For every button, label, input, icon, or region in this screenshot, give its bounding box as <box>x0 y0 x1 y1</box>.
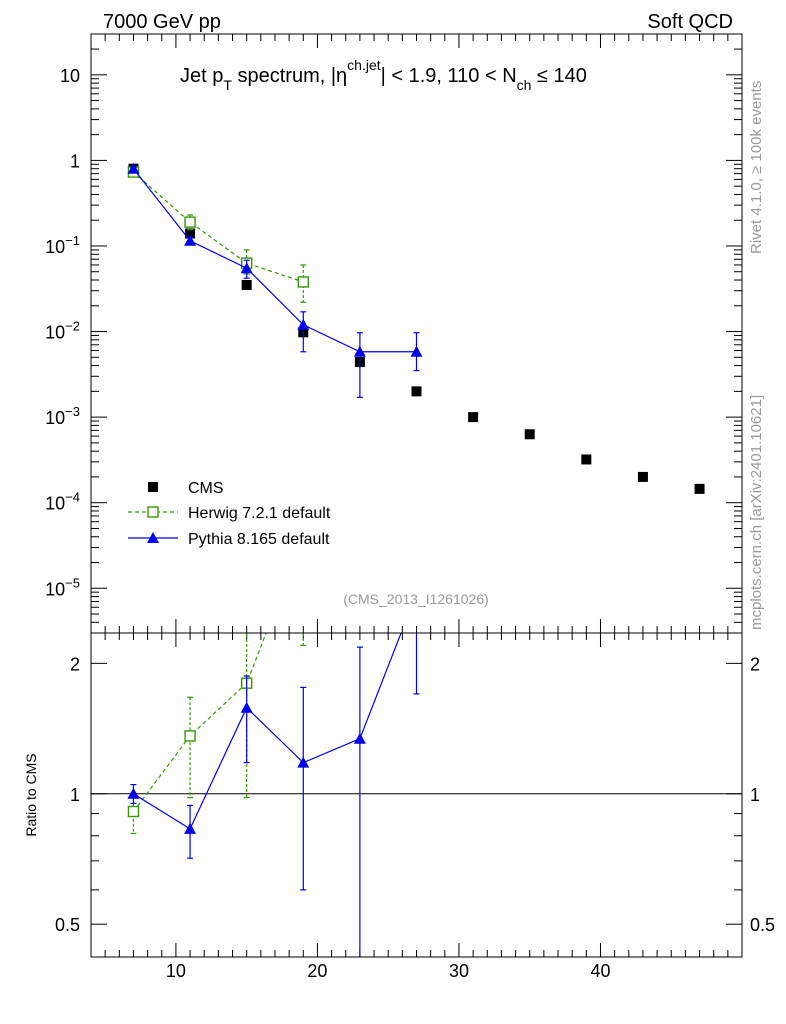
main-axis-ticks <box>91 33 742 634</box>
legend-cms-marker <box>148 482 158 492</box>
legend: CMS Herwig 7.2.1 default Pythia 8.165 de… <box>128 480 331 548</box>
main-data-point <box>524 429 535 440</box>
side-text-bottom: mcplots.cern.ch [arXiv:2401.10621] <box>748 395 765 630</box>
watermark: (CMS_2013_I1261026) <box>343 591 489 607</box>
main-pythia-point <box>297 318 310 330</box>
main-herwig-point <box>297 276 309 288</box>
main-data-point <box>185 228 196 239</box>
main-data-point <box>411 386 422 397</box>
main-data-point <box>581 454 592 465</box>
title-tail: ≤ 140 <box>531 65 586 87</box>
ratio-ytick-label-right: 0.5 <box>750 915 775 935</box>
ratio-xtick-label: 10 <box>166 961 186 981</box>
main-data-point <box>241 279 252 290</box>
ratio-ytick-labels: 0.5 0.5 1 1 2 2 <box>55 654 775 935</box>
legend-herwig-marker <box>147 506 159 518</box>
main-data-marks <box>127 162 705 494</box>
ratio-ytick-label-left: 0.5 <box>55 915 80 935</box>
main-herwig-line <box>133 171 304 283</box>
main-data-point <box>694 483 705 494</box>
main-ytick-label: 10−2 <box>45 319 80 343</box>
ratio-pythia-point <box>353 732 366 744</box>
ratio-data-marks <box>127 633 420 957</box>
legend-pythia-marker <box>147 532 159 543</box>
main-ytick-label: 10−4 <box>45 490 80 514</box>
ratio-pythia-point <box>127 787 140 799</box>
legend-cms-label: CMS <box>188 480 224 497</box>
header-right: Soft QCD <box>647 11 733 33</box>
main-pythia-point <box>127 162 140 174</box>
ratio-ytick-label-left: 2 <box>70 654 80 674</box>
title-prefix: Jet p <box>180 65 223 87</box>
main-ytick-label: 10−3 <box>45 404 80 428</box>
main-ytick-label: 10−5 <box>45 575 80 599</box>
ratio-ylabel: Ratio to CMS <box>23 753 39 836</box>
ratio-herwig-line <box>132 633 267 812</box>
ratio-herwig-point <box>127 805 140 818</box>
ratio-herwig-point <box>184 730 196 742</box>
title-sup: ch.jet <box>347 57 381 73</box>
ratio-ytick-label-right: 2 <box>750 654 760 674</box>
title-mid2: | < 1.9, 110 < N <box>381 65 517 87</box>
ratio-pythia-point <box>184 822 197 834</box>
main-ytick-label: 10 <box>60 66 80 86</box>
header-left: 7000 GeV pp <box>103 11 221 33</box>
main-ytick-labels: 10 1 10−1 10−2 10−3 10−4 10−5 <box>45 66 80 599</box>
title-sub-t: T <box>223 77 232 93</box>
ratio-plot-frame <box>90 632 743 958</box>
main-herwig-point <box>184 216 196 228</box>
ratio-xtick-label: 30 <box>449 961 469 981</box>
ratio-pythia-line <box>133 633 402 830</box>
title-mid: spectrum, |η <box>232 65 347 87</box>
side-text-top: Rivet 4.1.0, ≥ 100k events <box>748 81 765 254</box>
main-data-point <box>637 471 648 482</box>
ratio-ytick-label-right: 1 <box>750 785 760 805</box>
main-pythia-line <box>132 168 417 353</box>
legend-item-cms: CMS <box>148 480 224 497</box>
ratio-pythia-point <box>297 756 310 768</box>
title-sub-ch: ch <box>517 77 532 93</box>
legend-pythia-label: Pythia 8.165 default <box>188 531 330 548</box>
main-ytick-label: 1 <box>70 151 80 171</box>
ratio-ytick-label-left: 1 <box>70 785 80 805</box>
ratio-pythia-point <box>240 701 253 713</box>
ratio-xtick-labels: 10 20 30 40 <box>166 961 611 981</box>
main-pythia-point <box>240 262 253 274</box>
main-data-point <box>468 412 479 423</box>
legend-item-pythia: Pythia 8.165 default <box>128 531 330 548</box>
legend-herwig-label: Herwig 7.2.1 default <box>188 505 331 522</box>
ratio-xtick-label: 20 <box>307 961 327 981</box>
main-pythia-point <box>410 345 423 357</box>
chart-title: Jet pT spectrum, |ηch.jet| < 1.9, 110 < … <box>180 57 587 93</box>
ratio-xtick-label: 40 <box>590 961 610 981</box>
main-pythia-point <box>184 234 197 246</box>
main-ytick-label: 10−1 <box>45 233 80 257</box>
legend-item-herwig: Herwig 7.2.1 default <box>128 505 331 522</box>
main-pythia-point <box>353 345 366 357</box>
